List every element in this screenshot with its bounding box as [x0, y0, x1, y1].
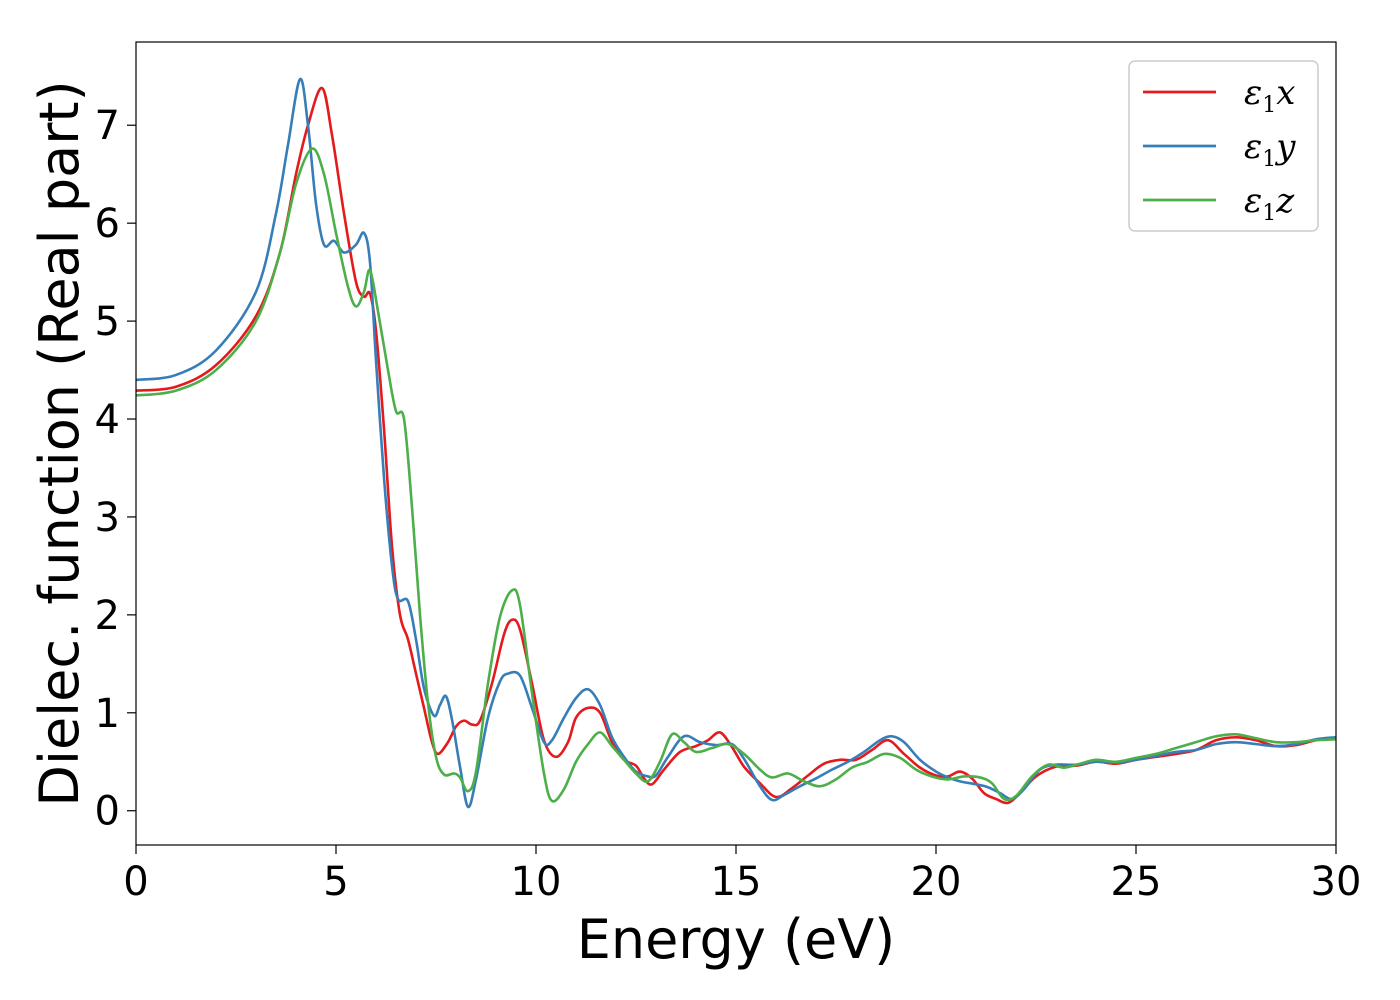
x-tick-label: 20	[911, 859, 962, 905]
x-axis: 0 5 10 15 20 25 30	[123, 845, 1361, 905]
y-axis-title: Dielec. function (Real part)	[28, 80, 91, 806]
x-axis-title: Energy (eV)	[577, 908, 896, 971]
legend-box	[1128, 60, 1319, 232]
y-tick-label: 0	[95, 789, 120, 835]
legend-label-x: ε1x	[1244, 73, 1295, 118]
y-axis: 0 1 2 3 4 5 6 7	[95, 103, 136, 835]
y-tick-label: 6	[95, 201, 120, 247]
x-tick-label: 5	[323, 859, 348, 905]
legend-label-y: ε1y	[1244, 127, 1296, 172]
y-tick-label: 5	[95, 299, 120, 345]
y-tick-label: 3	[95, 495, 120, 541]
legend-label-z: ε1z	[1244, 181, 1295, 226]
x-tick-label: 0	[123, 859, 148, 905]
legend: ε1x ε1y ε1z	[1128, 60, 1319, 232]
x-tick-label: 10	[511, 859, 562, 905]
x-tick-label: 25	[1111, 859, 1162, 905]
y-tick-label: 1	[95, 691, 120, 737]
series-line-z	[136, 147, 1336, 803]
y-tick-label: 4	[95, 397, 120, 443]
x-tick-label: 15	[711, 859, 762, 905]
series-line-x	[136, 86, 1336, 805]
x-tick-label: 30	[1311, 859, 1362, 905]
series-layer	[136, 77, 1336, 809]
y-tick-label: 2	[95, 593, 120, 639]
y-tick-label: 7	[95, 103, 120, 149]
